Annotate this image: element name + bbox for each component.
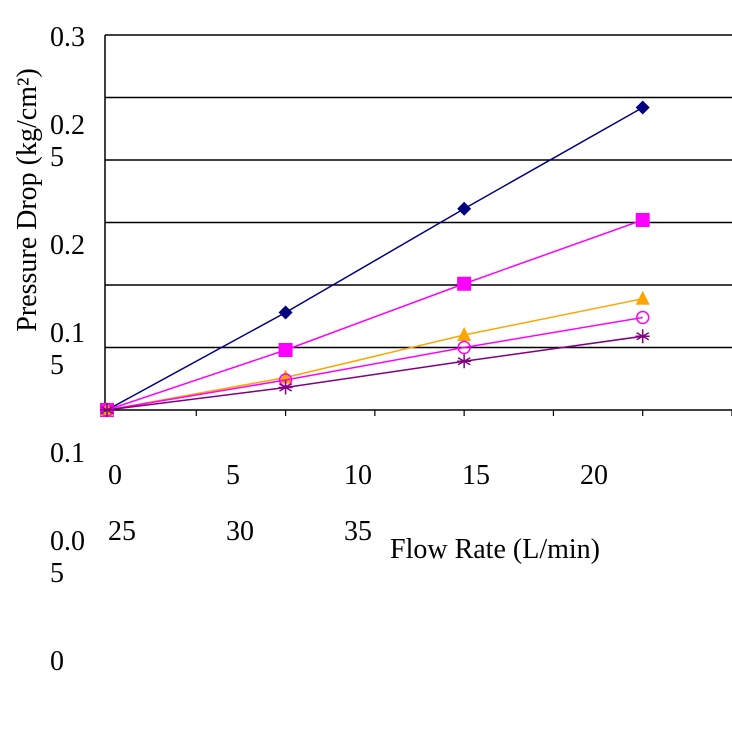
y-tick-label: 0.2 bbox=[50, 230, 85, 261]
x-tick-label: 25 bbox=[108, 516, 136, 547]
marker bbox=[278, 343, 293, 357]
marker bbox=[278, 380, 293, 395]
marker bbox=[278, 305, 293, 320]
x-tick-label: 30 bbox=[226, 516, 254, 547]
series-line bbox=[106, 219, 643, 411]
y-tick-labels: 0.3 0.25 0.2 0.15 0.1 0.05 0 bbox=[50, 22, 86, 734]
series-line bbox=[106, 298, 643, 411]
marker bbox=[100, 403, 114, 417]
marker bbox=[635, 213, 650, 227]
marker bbox=[457, 354, 472, 369]
page: 0.3 0.25 0.2 0.15 0.1 0.05 0 0 5 10 15 20 25 30 35 Pr… bbox=[12, 22, 732, 677]
marker bbox=[635, 329, 650, 344]
y-tick-label: 0.1 bbox=[50, 438, 85, 469]
marker bbox=[635, 100, 650, 115]
y-tick-label: 0.25 bbox=[50, 110, 85, 173]
marker bbox=[457, 340, 471, 355]
marker bbox=[635, 290, 650, 305]
x-axis-title: Flow Rate (L/min) bbox=[390, 534, 600, 565]
x-tick-label: 15 bbox=[462, 460, 490, 491]
x-tick-label: 35 bbox=[344, 516, 372, 547]
x-tick-label: 5 bbox=[226, 460, 240, 491]
series-line bbox=[106, 335, 643, 411]
x-tick-label: 20 bbox=[580, 460, 608, 491]
y-axis-title: Pressure Drop (kg/cm²) bbox=[12, 68, 43, 332]
x-tick-label: 10 bbox=[344, 460, 372, 491]
y-tick-label: 0.3 bbox=[50, 22, 85, 53]
marker bbox=[457, 327, 472, 341]
chart bbox=[100, 34, 732, 417]
x-tick-labels: 0 5 10 15 20 25 30 35 bbox=[108, 448, 728, 560]
series-line bbox=[106, 106, 644, 411]
marker bbox=[635, 310, 650, 325]
y-tick-label: 0.15 bbox=[50, 318, 85, 381]
marker bbox=[457, 276, 472, 291]
y-tick-label: 0 bbox=[50, 646, 64, 677]
marker bbox=[457, 201, 472, 216]
x-tick-label: 0 bbox=[108, 460, 122, 491]
y-tick-label: 0.05 bbox=[50, 526, 85, 589]
series-line bbox=[106, 316, 643, 411]
